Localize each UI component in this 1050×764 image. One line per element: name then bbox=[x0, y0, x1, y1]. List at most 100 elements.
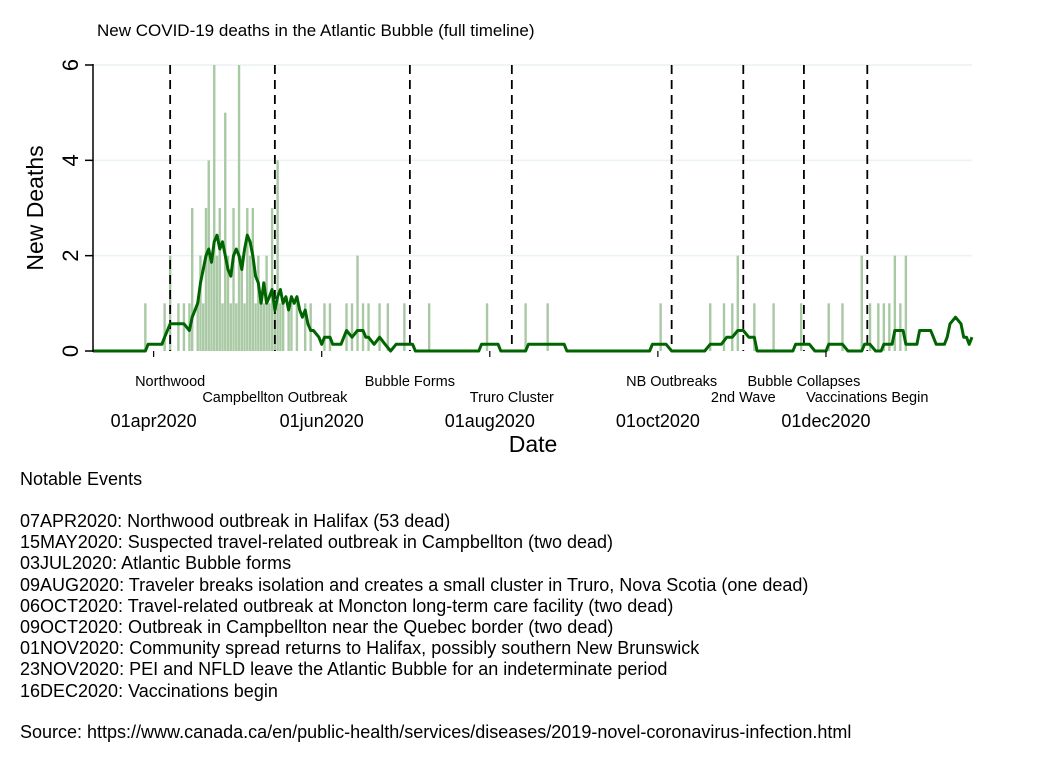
rolling-average-line bbox=[93, 233, 974, 353]
axes bbox=[85, 64, 827, 357]
event-label: Bubble Forms bbox=[365, 374, 455, 390]
bar bbox=[276, 160, 279, 351]
x-tick-label: 01oct2020 bbox=[616, 411, 700, 431]
event-label: Campbellton Outbreak bbox=[202, 390, 348, 406]
bar bbox=[190, 208, 194, 351]
bar bbox=[345, 303, 348, 351]
notes-heading: Notable Events bbox=[20, 469, 143, 489]
bar bbox=[262, 303, 266, 351]
bar bbox=[240, 255, 243, 351]
bar bbox=[218, 208, 221, 351]
bar bbox=[224, 112, 227, 352]
bar bbox=[877, 303, 880, 351]
notable-events-list: 07APR2020: Northwood outbreak in Halifax… bbox=[20, 511, 808, 702]
y-axis-label: New Deaths bbox=[22, 145, 48, 270]
bar bbox=[303, 303, 307, 351]
bar bbox=[237, 65, 241, 351]
bar bbox=[257, 255, 260, 351]
bar bbox=[736, 255, 739, 351]
bar bbox=[177, 303, 180, 351]
bar bbox=[753, 303, 756, 351]
bar bbox=[659, 303, 662, 351]
bar bbox=[868, 303, 872, 351]
note-item: 09AUG2020: Traveler breaks isolation and… bbox=[20, 574, 809, 595]
bar bbox=[226, 255, 230, 351]
bar bbox=[232, 208, 235, 351]
bar bbox=[199, 255, 202, 351]
bar bbox=[210, 255, 213, 351]
bar bbox=[386, 303, 390, 351]
bar bbox=[251, 208, 255, 351]
y-tick-label: 6 bbox=[58, 59, 83, 71]
bar bbox=[709, 303, 712, 351]
bar bbox=[888, 303, 891, 351]
bar bbox=[270, 208, 274, 351]
x-tick-label: 01jun2020 bbox=[280, 411, 364, 431]
bar bbox=[202, 303, 205, 351]
rolling-average-path bbox=[93, 233, 974, 353]
note-item: 03JUL2020: Atlantic Bubble forms bbox=[20, 553, 292, 574]
bar bbox=[367, 303, 370, 351]
bar bbox=[295, 303, 299, 351]
bar bbox=[356, 255, 359, 351]
x-axis-label: Date bbox=[509, 431, 558, 457]
event-label: Vaccinations Begin bbox=[806, 390, 928, 406]
bar bbox=[772, 303, 775, 351]
bar bbox=[328, 303, 332, 351]
bar bbox=[799, 303, 803, 351]
bar bbox=[722, 303, 726, 351]
bar bbox=[279, 303, 282, 351]
bar bbox=[904, 255, 908, 351]
bar bbox=[235, 303, 238, 351]
bar bbox=[246, 208, 249, 351]
bar bbox=[524, 303, 527, 351]
bar bbox=[893, 255, 897, 351]
bar bbox=[243, 303, 246, 351]
event-label: 2nd Wave bbox=[711, 390, 776, 406]
daily-death-bars bbox=[144, 65, 908, 352]
bar bbox=[163, 303, 166, 351]
bar bbox=[196, 303, 199, 351]
bar bbox=[427, 303, 431, 351]
note-item: 01NOV2020: Community spread returns to H… bbox=[20, 638, 700, 659]
y-tick-label: 4 bbox=[58, 154, 83, 166]
bar bbox=[168, 255, 172, 351]
bar bbox=[215, 255, 219, 351]
bar bbox=[229, 303, 232, 351]
bar bbox=[144, 303, 147, 351]
bar bbox=[378, 303, 381, 351]
bar bbox=[221, 303, 224, 351]
bar bbox=[254, 303, 257, 351]
event-label: Truro Cluster bbox=[470, 390, 554, 406]
x-tick-label: 01dec2020 bbox=[781, 411, 870, 431]
event-label: Northwood bbox=[135, 374, 205, 390]
bar bbox=[827, 303, 830, 351]
event-label: NB Outbreaks bbox=[626, 374, 717, 390]
bar bbox=[287, 303, 290, 351]
note-item: 09OCT2020: Outbreak in Campbellton near … bbox=[20, 617, 614, 638]
note-item: 15MAY2020: Suspected travel-related outb… bbox=[20, 532, 614, 553]
bar bbox=[350, 303, 354, 351]
bar bbox=[841, 303, 844, 351]
y-tick-label: 2 bbox=[58, 250, 83, 262]
bar bbox=[182, 303, 186, 351]
bar bbox=[248, 255, 252, 351]
bar bbox=[290, 303, 293, 351]
bar bbox=[259, 303, 263, 351]
y-tick-label: 0 bbox=[58, 345, 83, 357]
bar bbox=[731, 303, 734, 351]
source-note: Source: https://www.canada.ca/en/public-… bbox=[20, 722, 852, 742]
bar bbox=[268, 303, 271, 351]
bar bbox=[323, 303, 326, 351]
bar bbox=[204, 208, 208, 351]
bar bbox=[882, 303, 886, 351]
bar bbox=[361, 303, 365, 351]
note-item: 07APR2020: Northwood outbreak in Halifax… bbox=[20, 511, 451, 531]
note-item: 23NOV2020: PEI and NFLD leave the Atlant… bbox=[20, 659, 668, 680]
note-item: 06OCT2020: Travel-related outbreak at Mo… bbox=[20, 595, 674, 616]
axis-labels: 0 2 4 6 01apr2020 01jun2020 01aug2020 01oct2020… bbox=[22, 59, 871, 457]
bar bbox=[860, 255, 863, 351]
bar bbox=[213, 65, 216, 351]
